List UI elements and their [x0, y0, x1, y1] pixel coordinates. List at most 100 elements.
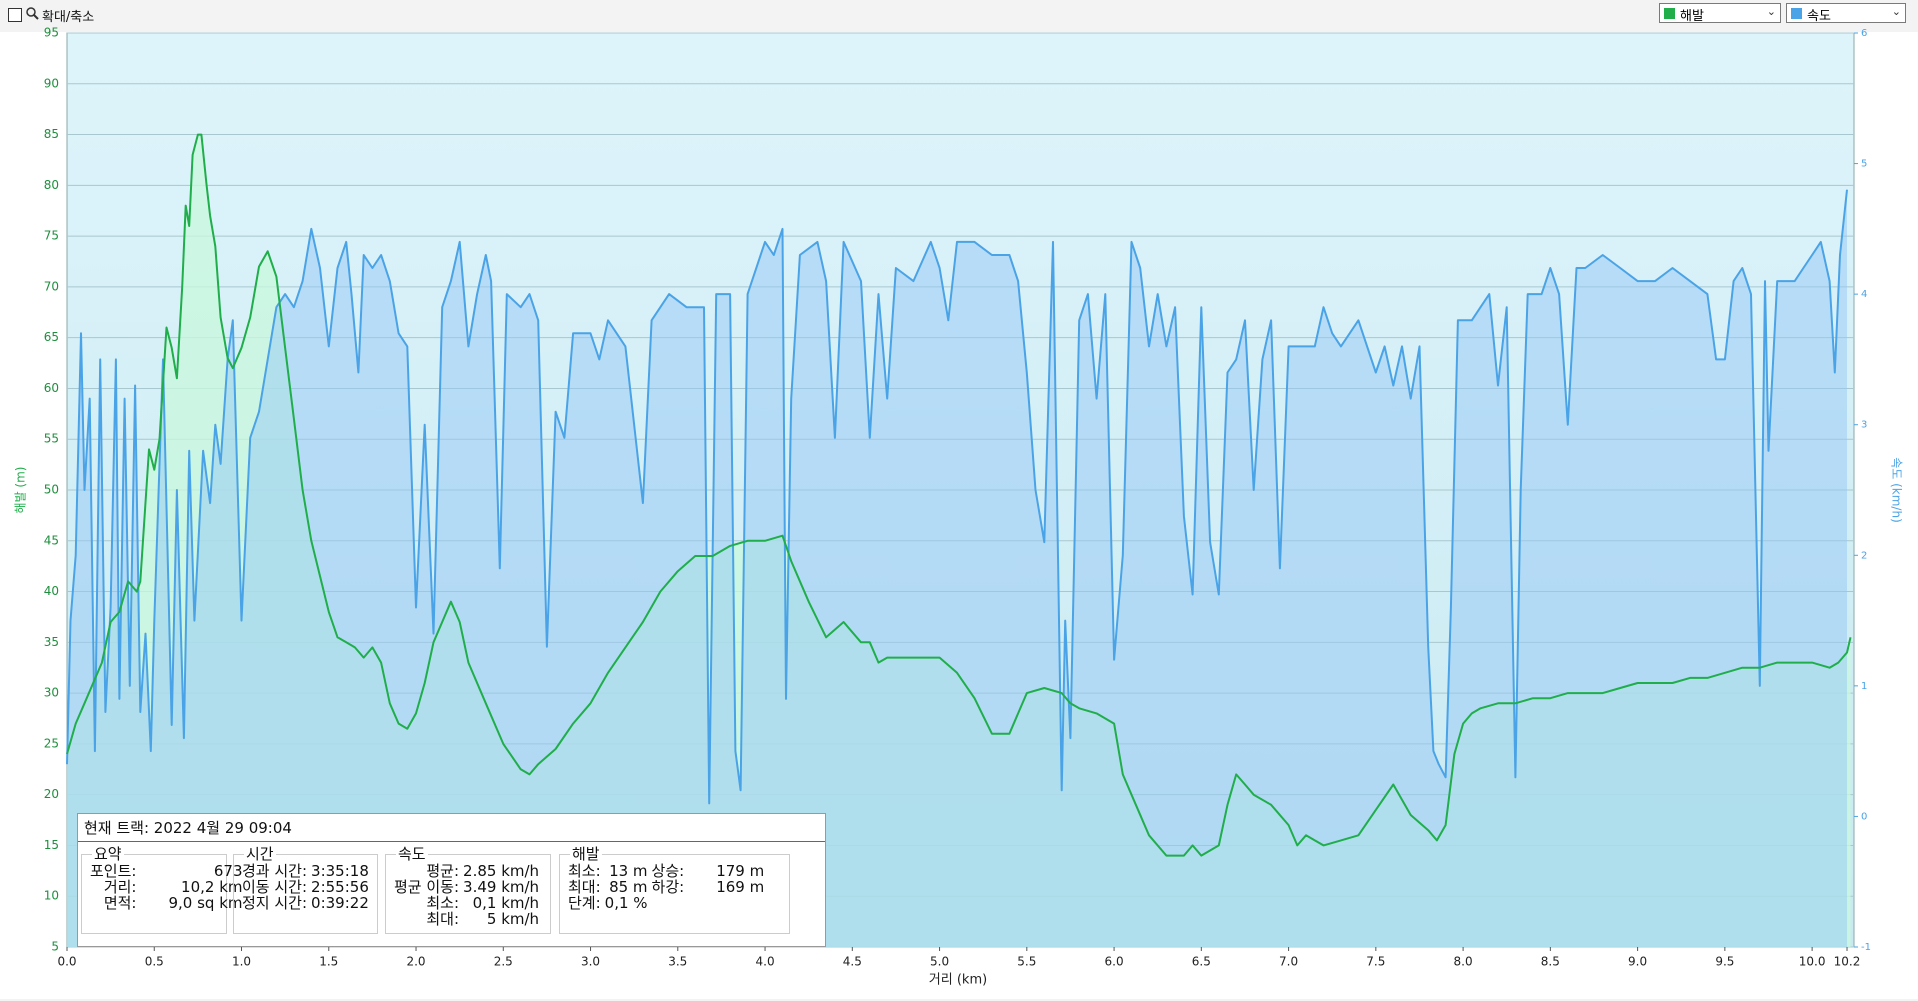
y-tick-label: 95	[44, 26, 59, 40]
stats-table: 최소: 13 m 상승: 179 m 최대: 85 m 하강: 169 m 단계: 0,1 %	[566, 863, 766, 911]
y-tick-label: 90	[44, 76, 59, 90]
y2-tick-label: 6	[1861, 28, 1867, 39]
stats-row: 정지 시간: 0:39:22	[240, 895, 371, 911]
stat-label: 경과 시간:	[242, 862, 308, 880]
x-tick-label: 2.0	[406, 955, 425, 969]
stat-value: 3:35:18	[311, 862, 369, 880]
y-tick-label: 30	[44, 686, 59, 700]
info-section: 요약 포인트: 673 거리: 10,2 km 면적: 9,0 sq km	[81, 843, 243, 934]
y-tick-label: 40	[44, 584, 59, 598]
x-tick-label: 1.5	[319, 955, 338, 969]
x-tick-label: 8.5	[1541, 955, 1560, 969]
section-heading: 요약	[92, 843, 124, 864]
section-heading: 속도	[396, 843, 428, 864]
stat-value: 10,2 km	[181, 878, 243, 896]
y-tick-label: 20	[44, 787, 59, 801]
x-tick-label: 1.0	[232, 955, 251, 969]
y-tick-label: 10	[44, 889, 59, 903]
stat-value: 3.49 km/h	[463, 878, 540, 896]
stat-label: 하강:	[651, 878, 685, 896]
stat-value: 169 m	[716, 878, 765, 896]
y2-tick-label: 4	[1861, 289, 1867, 300]
stats-row: 면적: 9,0 sq km	[88, 895, 245, 911]
elevation-dropdown[interactable]: 해발 ⌄	[1659, 3, 1781, 24]
info-section: 해발 최소: 13 m 상승: 179 m 최대: 85 m 하강: 169 m 단계: 0,1 %	[559, 843, 790, 934]
stats-row: 최대: 5 km/h	[392, 911, 541, 927]
magnifier-icon	[26, 7, 39, 20]
stats-row: 평균 이동: 3.49 km/h	[392, 879, 541, 895]
x-tick-label: 6.5	[1192, 955, 1211, 969]
stat-value: 13 m	[609, 862, 648, 880]
y-tick-label: 50	[44, 483, 59, 497]
y-axis-label: 해발 (m)	[14, 467, 28, 514]
legend-swatch	[1664, 8, 1675, 19]
panel-title: 현재 트랙: 2022 4월 29 09:04	[78, 814, 825, 842]
stat-label: 이동 시간:	[242, 878, 308, 896]
y-tick-label: 5	[51, 940, 59, 954]
stat-label: 최소:	[568, 862, 601, 880]
stat-value: 673	[213, 862, 243, 880]
speed-dropdown[interactable]: 속도 ⌄	[1786, 3, 1906, 24]
stats-row: 이동 시간: 2:55:56	[240, 879, 371, 895]
x-tick-label: 7.5	[1366, 955, 1385, 969]
x-tick-label: 4.5	[843, 955, 862, 969]
y2-tick-label: -1	[1861, 942, 1871, 953]
y2-tick-label: 5	[1861, 159, 1867, 170]
zoom-checkbox[interactable]	[8, 8, 22, 22]
x-tick-label: 0.0	[57, 955, 76, 969]
y-tick-label: 35	[44, 635, 59, 649]
stat-label: 최대:	[426, 910, 460, 928]
y-tick-label: 65	[44, 330, 59, 344]
stat-value: 9,0 sq km	[168, 894, 243, 912]
stats-row: 최대: 85 m 하강: 169 m	[566, 879, 766, 895]
x-tick-label: 5.5	[1017, 955, 1036, 969]
x-tick-label: 4.0	[756, 955, 775, 969]
x-tick-label: 6.0	[1105, 955, 1124, 969]
y2-tick-label: 2	[1861, 550, 1867, 561]
x-tick-label: 9.0	[1628, 955, 1647, 969]
legend-label: 속도	[1807, 9, 1831, 24]
stat-value: 85 m	[609, 878, 648, 896]
y-tick-label: 55	[44, 432, 59, 446]
stats-row: 경과 시간: 3:35:18	[240, 863, 371, 879]
stat-label: 면적:	[103, 894, 137, 912]
y-tick-label: 60	[44, 381, 59, 395]
stats-table: 포인트: 673 거리: 10,2 km 면적: 9,0 sq km	[88, 863, 245, 911]
stat-value: 0:39:22	[311, 894, 369, 912]
stats-row: 최소: 13 m 상승: 179 m	[566, 863, 766, 879]
stat-label: 최대:	[568, 878, 601, 896]
dropdown-caret: ⌄	[1766, 5, 1776, 18]
stat-label: 최소:	[426, 894, 460, 912]
stat-label: 정지 시간:	[242, 894, 308, 912]
x-tick-label: 10.2	[1834, 955, 1861, 969]
y-tick-label: 85	[44, 127, 59, 141]
x-tick-label: 3.0	[581, 955, 600, 969]
x-tick-label: 10.0	[1799, 955, 1826, 969]
stat-value: 2:55:56	[311, 878, 369, 896]
section-heading: 시간	[244, 843, 276, 864]
info-panel: 현재 트랙: 2022 4월 29 09:04 요약 포인트: 673 거리: 10,2…	[77, 813, 826, 947]
x-axis-label: 거리 (km)	[929, 973, 987, 988]
stat-value: 5 km/h	[486, 910, 540, 928]
stat-label: 상승:	[651, 862, 685, 880]
y2-tick-label: 1	[1861, 681, 1867, 692]
series-line	[66, 133, 1852, 857]
info-section: 시간 경과 시간: 3:35:18 이동 시간: 2:55:56 정지 시간: 0:39:2…	[233, 843, 378, 934]
legend-swatch	[1791, 8, 1802, 19]
stat-label: 평균 이동:	[394, 878, 460, 896]
toolbar: 확대/축소 해발 ⌄ 속도 ⌄	[0, 0, 1918, 32]
y-tick-label: 75	[44, 229, 59, 243]
y2-axis-label: 속도 (km/h)	[1890, 457, 1904, 523]
stat-value: 179 m	[716, 862, 765, 880]
stats-row: 평균: 2.85 km/h	[392, 863, 541, 879]
y-tick-label: 80	[44, 178, 59, 192]
y-tick-label: 15	[44, 838, 59, 852]
x-tick-label: 2.5	[494, 955, 513, 969]
stat-label: 단계:	[568, 894, 601, 912]
x-tick-label: 0.5	[145, 955, 164, 969]
x-tick-label: 9.5	[1715, 955, 1734, 969]
zoom-label[interactable]: 확대/축소	[42, 10, 95, 25]
y-tick-label: 45	[44, 533, 59, 547]
